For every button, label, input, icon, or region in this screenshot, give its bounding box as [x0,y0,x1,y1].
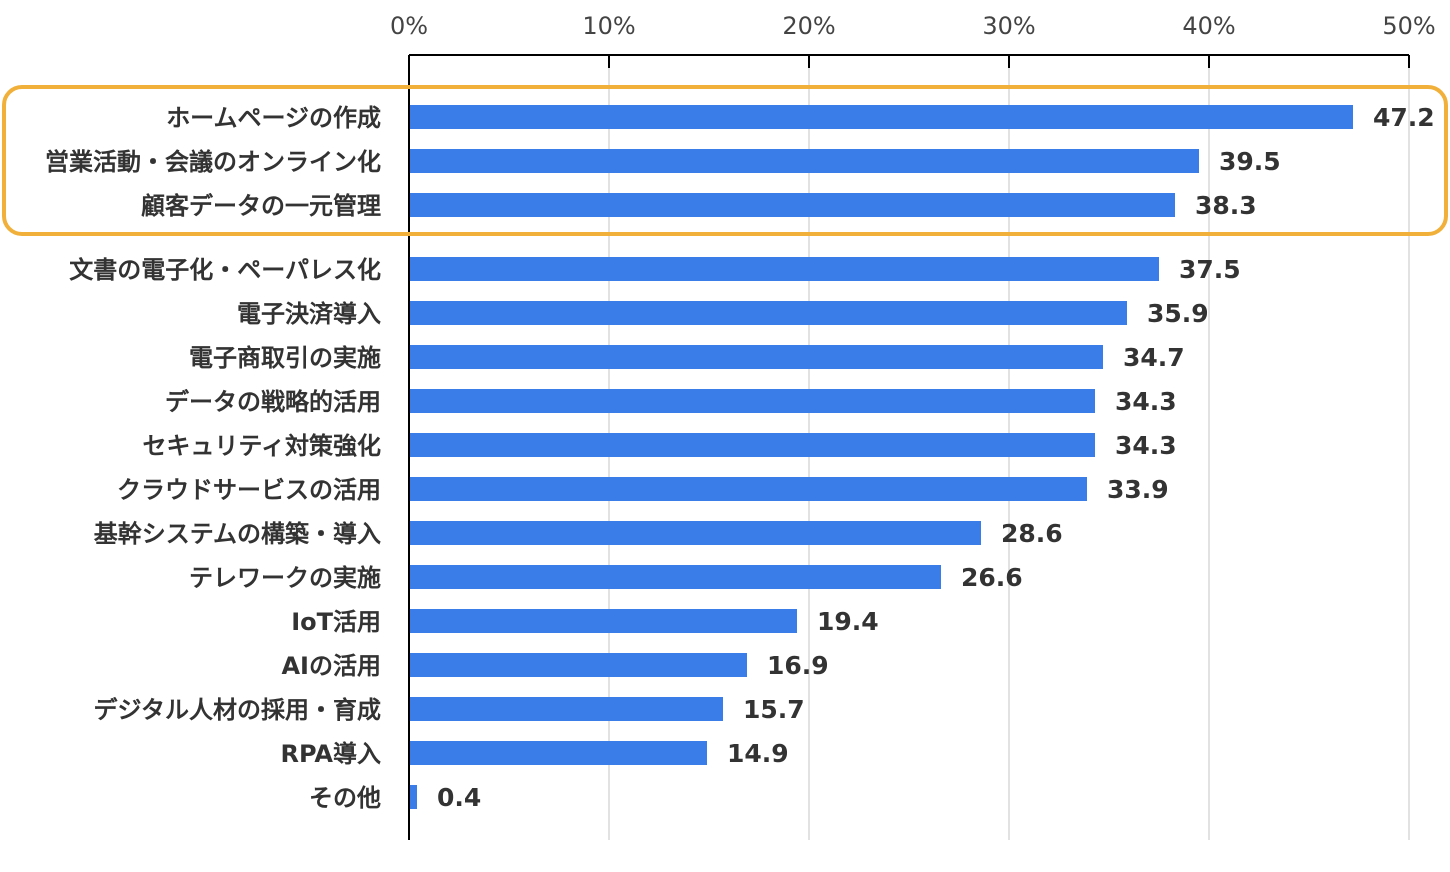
bar [410,697,723,721]
data-label: 0.4 [437,783,481,812]
category-label: デジタル人材の採用・育成 [93,696,381,724]
bar [410,105,1353,129]
category-label: 営業活動・会議のオンライン化 [45,148,381,176]
category-label: 顧客データの一元管理 [141,192,381,220]
x-tick-label: 50% [1382,12,1435,40]
data-label: 38.3 [1195,191,1257,220]
category-label: RPA導入 [281,740,381,768]
category-label: 基幹システムの構築・導入 [94,520,381,548]
category-label: セキュリティ対策強化 [142,432,381,460]
category-label: データの戦略的活用 [165,388,381,416]
data-label: 34.3 [1115,387,1177,416]
bar [410,193,1175,217]
data-label: 15.7 [743,695,805,724]
bar [410,785,417,809]
data-label: 34.7 [1123,343,1185,372]
bar [410,565,941,589]
data-label: 47.2 [1373,103,1435,132]
data-label: 26.6 [961,563,1023,592]
data-label: 28.6 [1001,519,1063,548]
category-label: テレワークの実施 [189,564,381,592]
x-tick-label: 40% [1182,12,1235,40]
x-tick-label: 10% [582,12,635,40]
data-label: 39.5 [1219,147,1281,176]
category-label: ホームページの作成 [166,104,381,132]
data-label: 33.9 [1107,475,1169,504]
bar [410,257,1159,281]
bar [410,477,1087,501]
bar [410,653,747,677]
x-tick-label: 0% [390,12,428,40]
category-label: AIの活用 [281,652,381,680]
category-label: クラウドサービスの活用 [117,476,381,504]
category-label: IoT活用 [291,608,381,636]
bar [410,301,1127,325]
bar [410,149,1199,173]
bar [410,433,1095,457]
category-label: その他 [309,784,381,812]
bar [410,521,981,545]
data-label: 14.9 [727,739,789,768]
x-tick-label: 30% [982,12,1035,40]
bar [410,609,797,633]
data-label: 35.9 [1147,299,1209,328]
category-label: 文書の電子化・ペーパレス化 [69,256,381,284]
data-label: 16.9 [767,651,829,680]
category-label: 電子決済導入 [237,300,381,328]
bar [410,389,1095,413]
data-label: 19.4 [817,607,879,636]
data-label: 34.3 [1115,431,1177,460]
data-label: 37.5 [1179,255,1241,284]
bar [410,345,1103,369]
x-tick-label: 20% [782,12,835,40]
bar [410,741,707,765]
category-label: 電子商取引の実施 [189,344,381,372]
highlight-box [2,85,1448,236]
